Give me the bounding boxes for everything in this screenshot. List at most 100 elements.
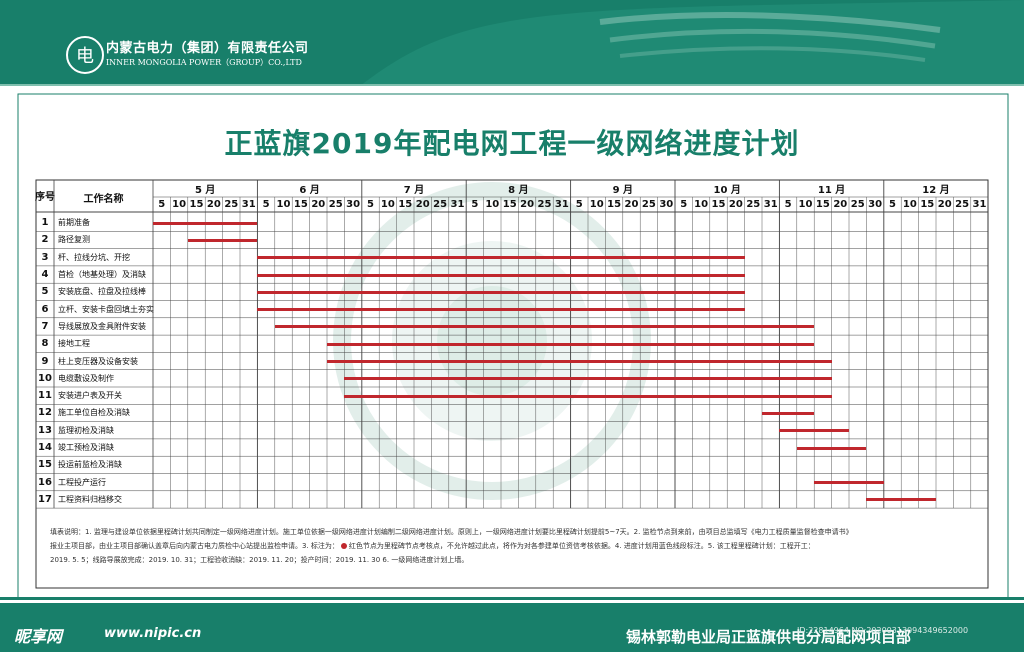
company-name-cn: 内蒙古电力（集团）有限责任公司	[106, 41, 309, 56]
header-banner: 电 内蒙古电力（集团）有限责任公司 INNER MONGOLIA POWER（G…	[0, 0, 1024, 86]
day-tick-label: 15	[398, 199, 413, 210]
day-tick-label: 15	[815, 199, 830, 210]
schedule-bar	[153, 221, 258, 225]
task-name-column-header: 工作名称	[83, 193, 124, 205]
day-tick-label: 10	[902, 199, 917, 210]
schedule-bar	[327, 342, 815, 346]
day-tick-label: 20	[937, 199, 952, 210]
month-header: 5 月	[194, 185, 216, 196]
day-tick-label: 25	[641, 199, 656, 210]
day-tick-label: 15	[293, 199, 308, 210]
task-index: 14	[38, 442, 52, 454]
day-tick-label: 30	[346, 199, 361, 210]
day-tick-label: 20	[624, 199, 639, 210]
task-index: 16	[38, 476, 52, 488]
task-index: 15	[38, 459, 52, 471]
site-url-link[interactable]: www.nipic.cn	[104, 626, 202, 641]
day-tick-label: 5	[367, 199, 374, 210]
day-tick-label: 10	[276, 199, 291, 210]
month-header: 11 月	[817, 185, 846, 196]
board-frame	[17, 93, 1009, 599]
day-tick-label: 25	[955, 199, 970, 210]
day-tick-label: 10	[589, 199, 604, 210]
schedule-bar	[257, 308, 745, 312]
task-name: 路径复测	[58, 235, 90, 245]
footer-bar	[0, 597, 1024, 652]
day-tick-label: 25	[850, 199, 865, 210]
schedule-bar	[814, 481, 884, 485]
milestone-dot-icon	[340, 543, 347, 549]
month-header: 9 月	[612, 185, 634, 196]
instructions-note: 填表说明：1. 监理与建设单位依据里程碑计划共同制定一级网络进度计划。施工单位依…	[50, 525, 975, 567]
task-name: 监理初检及消缺	[58, 425, 114, 435]
schedule-bar	[274, 325, 815, 329]
schedule-bar	[257, 273, 745, 277]
day-tick-label: 31	[241, 199, 256, 210]
page-title: 正蓝旗2019年配电网工程一级网络进度计划	[224, 127, 800, 160]
task-name: 立杆、安装卡盘回填土夯实	[58, 304, 154, 314]
day-tick-label: 10	[798, 199, 813, 210]
task-index: 8	[41, 338, 49, 350]
note-line-3: 2019. 5. 5；线路导展放完成：2019. 10. 31；工程验收消缺：2…	[50, 556, 469, 564]
task-name: 安装进户表及开关	[58, 391, 122, 401]
company-name-en: INNER MONGOLIA POWER（GROUP）CO.,LTD	[106, 58, 302, 67]
site-logo: 昵享网	[14, 627, 63, 646]
day-tick-label: 15	[189, 199, 204, 210]
schedule-bar	[779, 429, 849, 433]
task-name: 施工单位自检及消缺	[58, 408, 130, 418]
task-index: 2	[41, 234, 49, 246]
task-index: 10	[38, 372, 52, 384]
task-index: 6	[41, 303, 49, 315]
task-name: 工程投产运行	[58, 477, 106, 487]
table-frame	[35, 179, 989, 589]
day-tick-label: 31	[450, 199, 465, 210]
day-tick-label: 15	[607, 199, 622, 210]
day-tick-label: 5	[784, 199, 792, 210]
note-line-2a: 报业主项目部，由业主项目部确认盖章后向内蒙古电力质检中心站提出监检申请。3. 标…	[50, 542, 339, 550]
day-tick-label: 31	[554, 199, 569, 210]
day-tick-label: 10	[485, 199, 500, 210]
task-name: 前期准备	[58, 218, 90, 228]
day-tick-label: 25	[433, 199, 448, 210]
task-index: 13	[38, 424, 52, 436]
day-tick-label: 31	[972, 199, 987, 210]
day-tick-label: 5	[889, 199, 896, 210]
day-tick-label: 10	[694, 199, 709, 210]
schedule-bar	[762, 411, 815, 415]
company-logo-icon: 电	[66, 36, 104, 74]
task-index: 11	[38, 390, 52, 402]
day-tick-label: 20	[206, 199, 221, 210]
schedule-bar	[187, 238, 258, 242]
day-tick-label: 30	[868, 199, 883, 210]
task-index: 7	[41, 320, 49, 332]
day-tick-label: 10	[172, 199, 187, 210]
schedule-bar	[327, 360, 832, 364]
task-index: 1	[41, 217, 49, 229]
schedule-bar	[257, 290, 745, 294]
day-tick-label: 5	[471, 199, 479, 210]
day-tick-label: 30	[659, 199, 674, 210]
index-column-header: 序号	[35, 191, 55, 203]
task-index: 3	[41, 251, 49, 263]
schedule-bar	[344, 394, 832, 398]
month-header: 7 月	[403, 185, 425, 196]
task-name: 柱上变压器及设备安装	[58, 356, 138, 366]
task-name: 导线展放及金具附件安装	[58, 321, 146, 331]
task-name: 投运前监检及消缺	[58, 460, 122, 470]
day-tick-label: 25	[224, 199, 239, 210]
day-tick-label: 31	[763, 199, 778, 210]
task-index: 9	[41, 355, 49, 367]
task-name: 工程资料归档移交	[58, 494, 122, 504]
task-name: 接地工程	[58, 339, 90, 349]
month-header: 8 月	[508, 185, 529, 196]
day-tick-label: 25	[537, 199, 552, 210]
task-index: 4	[41, 269, 49, 281]
task-name: 杆、拉线分坑、开挖	[58, 252, 130, 262]
day-tick-label: 20	[311, 199, 326, 210]
day-tick-label: 10	[380, 199, 395, 210]
day-tick-label: 15	[502, 199, 517, 210]
day-tick-label: 20	[728, 199, 743, 210]
day-tick-label: 20	[833, 199, 848, 210]
department-name: 锡林郭勒电业局正蓝旗供电分局配网项目部	[626, 628, 912, 646]
day-tick-label: 20	[415, 199, 430, 210]
